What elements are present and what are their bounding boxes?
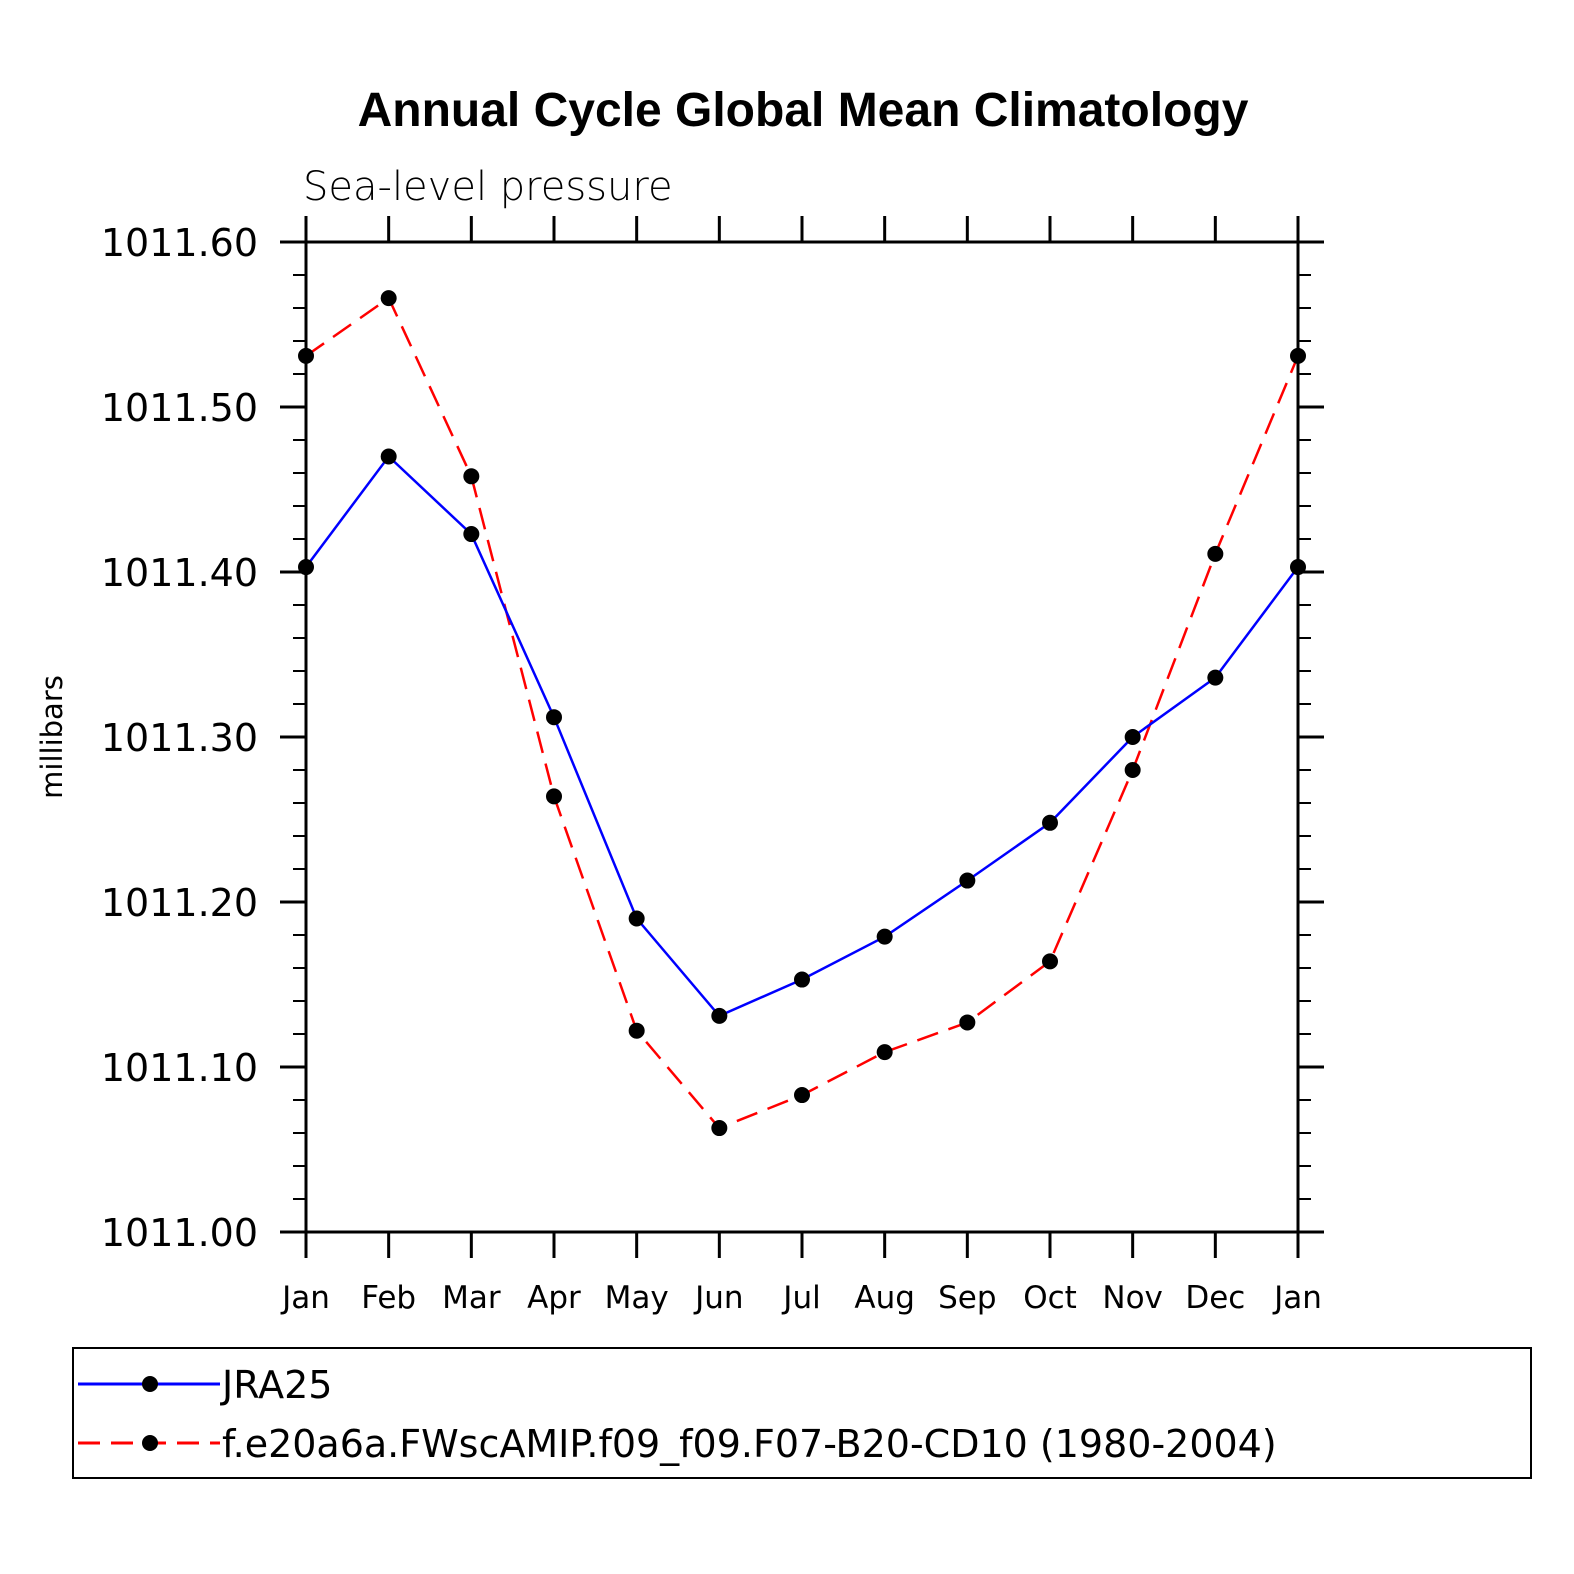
series-0-point <box>876 928 893 945</box>
x-tick-label: Dec <box>1185 1280 1245 1316</box>
series-1-point <box>628 1022 645 1039</box>
y-tick-label: 1011.20 <box>101 881 258 925</box>
x-tick-label: Sep <box>938 1280 996 1316</box>
series-0-point <box>1042 814 1058 831</box>
chart-title: Annual Cycle Global Mean Climatology <box>358 84 1249 137</box>
series-0-point <box>298 559 314 576</box>
y-tick-label: 1011.10 <box>101 1046 258 1090</box>
x-tick-label: Apr <box>527 1280 581 1316</box>
series-0-point <box>628 910 645 927</box>
x-tick-label: May <box>605 1280 669 1316</box>
series-1-point <box>1290 347 1306 364</box>
series-1-point <box>1207 545 1224 562</box>
x-tick-label: Jun <box>693 1280 743 1316</box>
series-0-point <box>463 526 480 543</box>
series-1-point <box>876 1044 893 1061</box>
series-1-point <box>463 468 480 485</box>
series-1-point <box>298 347 314 364</box>
legend-swatch-marker-0 <box>142 1376 158 1392</box>
series-0-point <box>794 971 810 988</box>
legend-label-0: JRA25 <box>220 1363 332 1407</box>
series-1-point <box>546 788 562 805</box>
series-1-point <box>959 1014 976 1031</box>
legend-label-1: f.e20a6a.FWscAMIP.f09_f09.F07-B20-CD10 (… <box>222 1422 1277 1466</box>
x-tick-label: Aug <box>854 1280 915 1316</box>
x-tick-label: Jan <box>1272 1280 1322 1316</box>
y-tick-label: 1011.50 <box>101 386 258 430</box>
y-axis-label: millibars <box>35 675 69 799</box>
y-tick-label: 1011.30 <box>101 716 258 760</box>
y-tick-label: 1011.00 <box>101 1211 258 1255</box>
x-tick-label: Jan <box>280 1280 330 1316</box>
x-tick-label: Nov <box>1102 1280 1163 1316</box>
series-0-point <box>959 872 976 889</box>
legend: JRA25 f.e20a6a.FWscAMIP.f09_f09.F07-B20-… <box>72 1347 1532 1479</box>
series-0-point <box>546 709 562 726</box>
series-0-point <box>1124 729 1141 745</box>
x-tick-label: Jul <box>781 1280 820 1316</box>
series-line-0 <box>304 454 1300 1018</box>
series-line-1 <box>305 296 1300 1130</box>
series-1-point <box>1042 953 1058 970</box>
x-tick-label: Oct <box>1023 1280 1077 1316</box>
x-tick-label: Feb <box>361 1280 416 1316</box>
series-0-point <box>711 1007 728 1024</box>
x-tick-label: Mar <box>442 1280 501 1316</box>
chart-subtitle: Sea-level pressure <box>303 164 673 210</box>
series-1-point <box>1124 762 1141 778</box>
series-1-point <box>711 1120 728 1137</box>
y-tick-label: 1011.60 <box>101 221 258 265</box>
series-1-point <box>794 1087 810 1104</box>
axes: 1011.00 1011.10 1011.20 1011.30 1011.40 1011.… <box>101 216 1324 1316</box>
series-group <box>298 290 1306 1137</box>
series-0-point <box>1207 669 1224 686</box>
series-0-point <box>380 448 397 465</box>
legend-swatch-marker-1 <box>142 1435 158 1451</box>
legend-box <box>72 1347 1532 1479</box>
y-tick-label: 1011.40 <box>101 551 258 595</box>
series-0-point <box>1290 559 1306 576</box>
series-1-point <box>380 290 397 307</box>
